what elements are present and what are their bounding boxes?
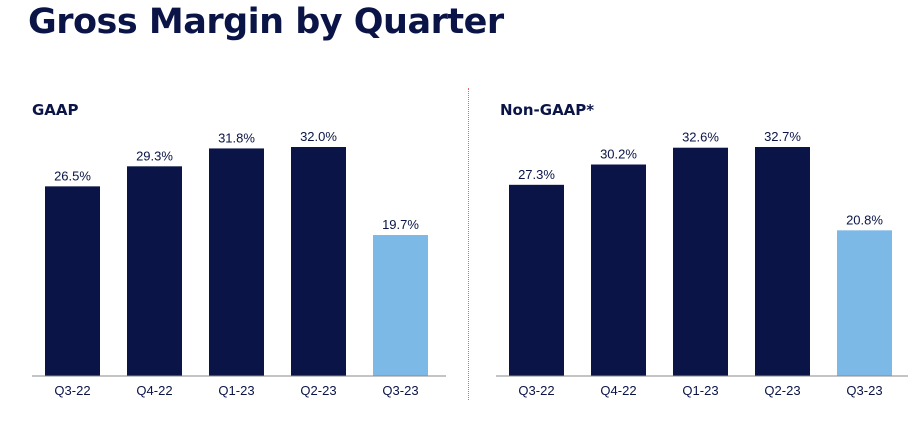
- x-tick-label: Q2-23: [300, 383, 336, 398]
- bar-q3-22: [509, 184, 564, 376]
- x-tick-label: Q1-23: [218, 383, 254, 398]
- x-tick-label: Q3-22: [54, 383, 90, 398]
- x-tick-label: Q3-23: [846, 383, 882, 398]
- data-label: 30.2%: [600, 147, 637, 162]
- bar-q2-23: [291, 147, 346, 376]
- data-label: 20.8%: [846, 212, 883, 227]
- data-label: 27.3%: [518, 167, 555, 182]
- bar-q3-23: [837, 230, 892, 376]
- data-label: 32.0%: [300, 129, 337, 144]
- chart-title: Non-GAAP*: [500, 101, 594, 119]
- bar-q1-23: [209, 148, 264, 376]
- x-tick-label: Q4-22: [600, 383, 636, 398]
- data-label: 32.7%: [764, 129, 801, 144]
- x-tick-label: Q4-22: [136, 383, 172, 398]
- data-label: 26.5%: [54, 168, 91, 183]
- x-tick-label: Q1-23: [682, 383, 718, 398]
- data-label: 29.3%: [136, 148, 173, 163]
- x-tick-label: Q3-23: [382, 383, 418, 398]
- bar-q1-23: [673, 147, 728, 376]
- x-tick-label: Q3-22: [518, 383, 554, 398]
- panel-divider: [468, 88, 469, 400]
- bar-q2-23: [755, 147, 810, 376]
- chart-panel-0: GAAP 26.5% Q3-22 29.3% Q4-22 31.8% Q1-23 32.0% Q…: [32, 101, 446, 398]
- chart-panel-1: Non-GAAP* 27.3% Q3-22 30.2% Q4-22 32.6% Q1-23 3…: [496, 101, 908, 398]
- bar-q4-22: [591, 164, 646, 376]
- x-tick-label: Q2-23: [764, 383, 800, 398]
- chart-title: GAAP: [32, 101, 79, 119]
- bar-q3-22: [45, 186, 100, 376]
- data-label: 32.6%: [682, 130, 719, 145]
- bar-q4-22: [127, 166, 182, 376]
- bar-q3-23: [373, 235, 428, 376]
- data-label: 31.8%: [218, 130, 255, 145]
- data-label: 19.7%: [382, 217, 419, 232]
- page-title: Gross Margin by Quarter: [28, 2, 504, 42]
